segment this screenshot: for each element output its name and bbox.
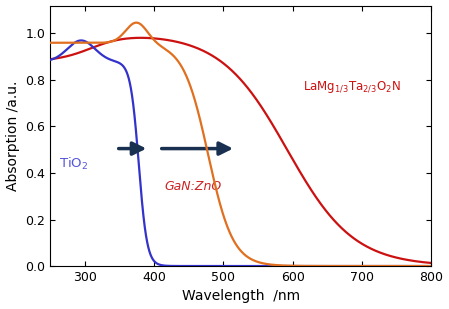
Text: LaMg$_{1/3}$Ta$_{2/3}$O$_2$N: LaMg$_{1/3}$Ta$_{2/3}$O$_2$N [303, 79, 401, 95]
Text: GaN:ZnO: GaN:ZnO [164, 180, 222, 193]
Y-axis label: Absorption /a.u.: Absorption /a.u. [5, 81, 20, 191]
X-axis label: Wavelength  /nm: Wavelength /nm [182, 290, 300, 303]
Text: TiO$_2$: TiO$_2$ [59, 156, 88, 172]
